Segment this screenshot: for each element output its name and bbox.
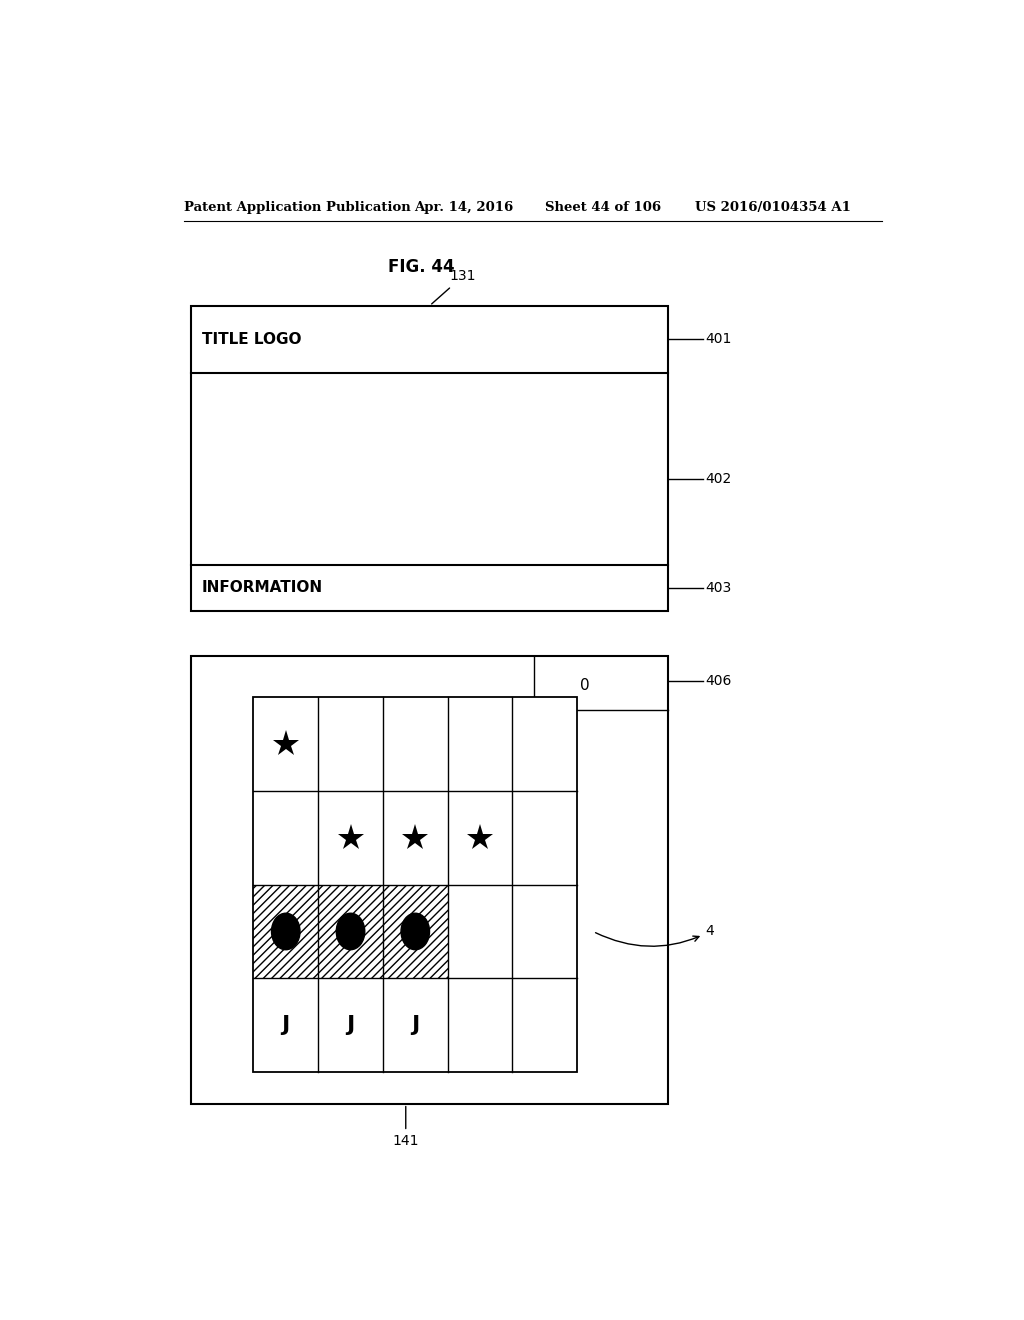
Text: TITLE LOGO: TITLE LOGO — [202, 331, 301, 347]
Text: 0: 0 — [581, 678, 590, 693]
Text: INFORMATION: INFORMATION — [202, 581, 323, 595]
Text: J: J — [282, 1015, 290, 1035]
Circle shape — [401, 913, 429, 949]
Bar — [191, 306, 668, 611]
Bar — [253, 697, 578, 1072]
Text: 402: 402 — [706, 471, 732, 486]
Text: 4: 4 — [596, 924, 715, 946]
Text: 141: 141 — [392, 1106, 419, 1148]
Text: Apr. 14, 2016: Apr. 14, 2016 — [414, 201, 513, 214]
Bar — [253, 884, 318, 978]
Circle shape — [336, 913, 365, 949]
Text: Sheet 44 of 106: Sheet 44 of 106 — [545, 201, 660, 214]
Text: 406: 406 — [706, 673, 732, 688]
Text: 403: 403 — [706, 581, 732, 595]
Text: US 2016/0104354 A1: US 2016/0104354 A1 — [695, 201, 851, 214]
Text: Patent Application Publication: Patent Application Publication — [183, 201, 411, 214]
Text: FIG. 44: FIG. 44 — [388, 259, 455, 276]
Bar — [383, 884, 447, 978]
Text: J: J — [346, 1015, 354, 1035]
Text: 131: 131 — [432, 269, 476, 304]
Circle shape — [271, 913, 300, 949]
Bar — [191, 656, 668, 1104]
Text: J: J — [412, 1015, 420, 1035]
Text: 401: 401 — [706, 333, 732, 346]
Bar — [318, 884, 383, 978]
